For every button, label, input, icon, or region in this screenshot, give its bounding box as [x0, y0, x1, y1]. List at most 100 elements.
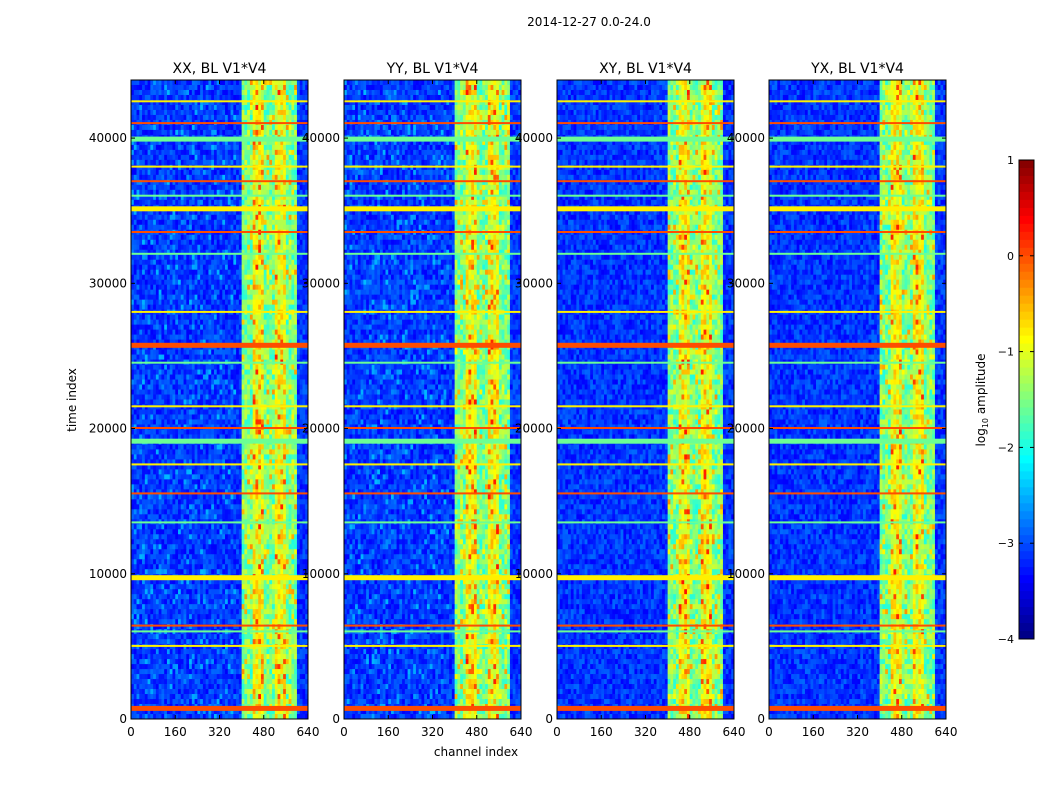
heatmap-cell	[133, 329, 137, 335]
heatmap-cell	[200, 104, 204, 111]
heatmap-cell	[205, 104, 209, 111]
heatmap-cell	[133, 249, 137, 256]
heatmap-cell	[178, 339, 182, 345]
heatmap-cell	[208, 114, 212, 121]
heatmap-cell	[172, 249, 176, 256]
heatmap-cell	[213, 364, 218, 370]
heatmap-cell	[153, 169, 157, 176]
heatmap-cell	[194, 459, 198, 465]
heatmap-cell	[296, 354, 301, 360]
heatmap-cell	[139, 139, 143, 146]
heatmap-cell	[277, 239, 281, 246]
heatmap-cell	[200, 114, 204, 121]
heatmap-cell	[191, 284, 196, 291]
heatmap-cell	[142, 449, 146, 455]
heatmap-cell	[166, 314, 171, 321]
heatmap-cell	[183, 144, 187, 151]
heatmap-cell	[144, 139, 148, 146]
heatmap-cell	[180, 299, 184, 306]
heatmap-cell	[219, 154, 223, 161]
heatmap-cell	[255, 369, 259, 375]
heatmap-cell	[249, 94, 254, 101]
heatmap-cell	[285, 264, 290, 271]
heatmap-cell	[222, 464, 226, 470]
heatmap-cell	[266, 304, 270, 311]
heatmap-cell	[161, 214, 165, 221]
heatmap-cell	[233, 99, 237, 106]
heatmap-cell	[144, 194, 148, 201]
heatmap-cell	[175, 234, 179, 241]
heatmap-cell	[272, 194, 276, 201]
heatmap-cell	[136, 154, 140, 161]
heatmap-cell	[272, 429, 276, 435]
heatmap-cell	[299, 159, 303, 166]
heatmap-cell	[222, 389, 226, 395]
heatmap-cell	[260, 254, 265, 261]
heatmap-cell	[147, 129, 151, 136]
heatmap-cell	[133, 159, 137, 166]
heatmap-cell	[296, 254, 301, 261]
heatmap-cell	[161, 434, 165, 440]
heatmap-cell	[302, 389, 306, 395]
heatmap-cell	[247, 184, 251, 191]
heatmap-cell	[139, 284, 143, 291]
heatmap-cell	[238, 174, 243, 181]
heatmap-cell	[244, 454, 248, 460]
heatmap-cell	[241, 454, 245, 460]
heatmap-cell	[208, 99, 212, 106]
heatmap-cell	[200, 124, 204, 131]
heatmap-cell	[225, 319, 229, 326]
heatmap-cell	[294, 249, 298, 256]
heatmap-cell	[260, 384, 265, 390]
heatmap-cell	[280, 374, 284, 380]
heatmap-cell	[269, 339, 273, 345]
heatmap-cell	[166, 114, 171, 121]
heatmap-cell	[153, 99, 157, 106]
heatmap-cell	[291, 99, 295, 106]
heatmap-cell	[294, 444, 298, 450]
heatmap-cell	[191, 259, 196, 266]
heatmap-cell	[255, 84, 259, 91]
heatmap-cell	[164, 104, 168, 111]
heatmap-cell	[194, 224, 198, 231]
heatmap-cell	[155, 369, 160, 375]
heatmap-cell	[288, 219, 292, 226]
heatmap-cell	[227, 274, 231, 281]
heatmap-cell	[230, 259, 234, 266]
heatmap-cell	[183, 299, 187, 306]
heatmap-cell	[189, 399, 193, 405]
heatmap-cell	[285, 259, 290, 266]
heatmap-cell	[178, 174, 182, 181]
heatmap-cell	[249, 364, 254, 370]
heatmap-cell	[299, 444, 303, 450]
heatmap-cell	[272, 319, 276, 326]
heatmap-cell	[175, 374, 179, 380]
heatmap-cell	[285, 249, 290, 256]
heatmap-cell	[227, 364, 231, 370]
heatmap-cell	[252, 274, 256, 281]
heatmap-cell	[294, 94, 298, 101]
heatmap-cell	[164, 459, 168, 465]
heatmap-cell	[244, 104, 248, 111]
heatmap-cell	[191, 234, 196, 241]
heatmap-cell	[263, 434, 267, 440]
heatmap-cell	[266, 144, 270, 151]
heatmap-cell	[288, 454, 292, 460]
heatmap-cell	[180, 284, 184, 291]
heatmap-cell	[211, 189, 215, 196]
heatmap-cell	[147, 199, 151, 206]
heatmap-cell	[252, 414, 256, 420]
heatmap-cell	[194, 124, 198, 131]
heatmap-cell	[285, 394, 290, 400]
heatmap-cell	[166, 389, 171, 395]
heatmap-cell	[233, 394, 237, 400]
heatmap-cell	[147, 184, 151, 191]
heatmap-cell	[183, 224, 187, 231]
heatmap-cell	[183, 259, 187, 266]
heatmap-cell	[227, 149, 231, 156]
heatmap-cell	[142, 194, 146, 201]
heatmap-cell	[227, 264, 231, 271]
heatmap-cell	[213, 334, 218, 340]
heatmap-cell	[216, 234, 220, 241]
heatmap-cell	[194, 369, 198, 375]
